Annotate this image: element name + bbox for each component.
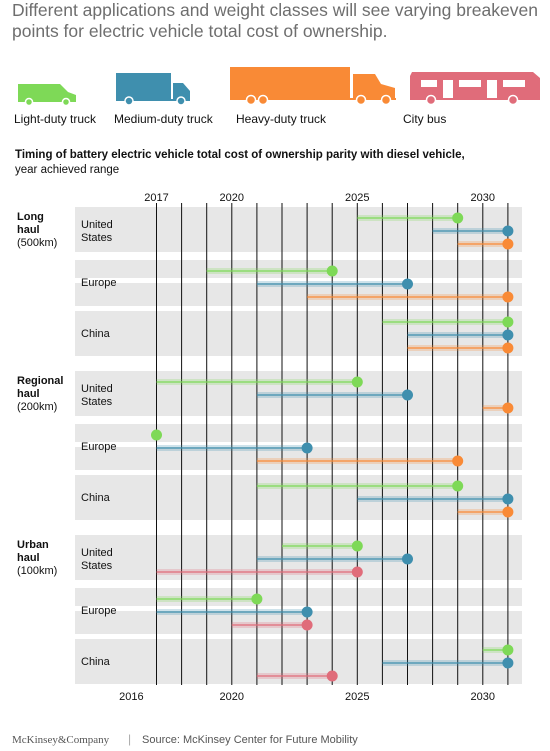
legend-medium-duty: Medium-duty truck [114, 112, 213, 126]
source-note: Source: McKinsey Center for Future Mobil… [142, 734, 358, 746]
top-tick-2017: 2017 [144, 192, 168, 204]
range-urban-haul-china-bus-dot [326, 670, 338, 682]
bottom-tick-2020: 2020 [220, 691, 244, 703]
range-urban-haul-europe-medium-dot [301, 606, 313, 618]
range-regional-haul-europe-medium-dot [301, 442, 313, 454]
bottom-tick-2025: 2025 [345, 691, 369, 703]
region-label-china: China [81, 492, 111, 504]
bottom-tick-2030: 2030 [471, 691, 495, 703]
range-long-haul-europe-heavy-dot [502, 291, 514, 303]
segment-label-regional-haul: haul [17, 388, 40, 400]
range-long-haul-china-light-dot [502, 316, 514, 328]
range-regional-haul-china-medium-dot [502, 493, 514, 505]
segment-label-urban-haul: haul [17, 552, 40, 564]
region-label-united-states: States [81, 560, 113, 572]
band-gap [75, 606, 522, 611]
range-urban-haul-china-medium-dot [502, 657, 514, 669]
range-long-haul-china-medium-dot [502, 329, 514, 341]
range-urban-haul-united-states-light-dot [351, 540, 363, 552]
segment-label-long-haul: Long [17, 211, 44, 223]
region-label-europe: Europe [81, 605, 116, 617]
region-label-china: China [81, 656, 111, 668]
legend-heavy-duty: Heavy-duty truck [236, 112, 327, 126]
region-label-united-states: States [81, 396, 113, 408]
segment-detail-urban-haul: (100km) [17, 565, 57, 577]
region-label-europe: Europe [81, 441, 116, 453]
range-urban-haul-china-light-dot [502, 644, 514, 656]
range-long-haul-europe-light-dot [326, 265, 338, 277]
semi-truck-icon [230, 67, 396, 106]
bus-icon [410, 72, 540, 106]
range-urban-haul-united-states-medium-dot [402, 553, 413, 565]
region-label-united-states: United [81, 383, 113, 395]
band-regional-haul-united-states [75, 371, 522, 417]
box-truck-icon [116, 73, 190, 106]
bottom-tick-2016: 2016 [119, 691, 143, 703]
band-regional-haul-china [75, 475, 522, 520]
range-regional-haul-europe-heavy-dot [452, 455, 464, 467]
range-long-haul-united-states-medium-dot [502, 225, 514, 237]
range-long-haul-united-states-heavy-dot [502, 238, 514, 250]
region-label-united-states: United [81, 547, 113, 559]
band-gap [75, 278, 522, 283]
top-tick-2030: 2030 [471, 192, 495, 204]
band-urban-haul-united-states [75, 535, 522, 581]
legend-light-duty: Light-duty truck [14, 112, 97, 126]
region-label-united-states: United [81, 219, 113, 231]
band-long-haul-united-states [75, 207, 522, 253]
range-long-haul-china-heavy-dot [502, 342, 514, 354]
region-label-china: China [81, 328, 111, 340]
region-label-europe: Europe [81, 277, 116, 289]
van-icon [18, 84, 76, 106]
band-gap [75, 416, 522, 421]
top-tick-2020: 2020 [220, 192, 244, 204]
chart-subtitle-2: year achieved range [15, 164, 120, 176]
chart-subtitle: Timing of battery electric vehicle total… [15, 149, 465, 161]
footer-separator: | [128, 732, 132, 746]
segment-detail-regional-haul: (200km) [17, 401, 57, 413]
region-label-united-states: States [81, 232, 113, 244]
range-regional-haul-united-states-light-dot [351, 376, 363, 388]
range-regional-haul-china-heavy-dot [502, 506, 514, 518]
range-urban-haul-europe-bus-dot [301, 619, 313, 631]
range-urban-haul-united-states-bus-dot [351, 566, 363, 578]
legend-city-bus: City bus [403, 112, 447, 126]
segment-detail-long-haul: (500km) [17, 237, 57, 249]
band-gap [75, 442, 522, 447]
band-gap [75, 580, 522, 585]
segment-label-long-haul: haul [17, 224, 40, 236]
range-long-haul-europe-medium-dot [402, 278, 413, 290]
segment-label-regional-haul: Regional [17, 375, 63, 387]
range-long-haul-united-states-light-dot [452, 212, 464, 224]
top-tick-2025: 2025 [345, 192, 369, 204]
band-gap [75, 252, 522, 257]
range-regional-haul-europe-light-dot [151, 429, 162, 441]
headline: Different applications and weight classe… [12, 0, 538, 41]
range-regional-haul-united-states-medium-dot [402, 389, 413, 401]
range-urban-haul-europe-light-dot [251, 593, 263, 605]
range-regional-haul-china-light-dot [452, 480, 464, 492]
range-regional-haul-united-states-heavy-dot [502, 402, 514, 414]
segment-label-urban-haul: Urban [17, 539, 49, 551]
mckinsey-logo: McKinsey&Company [12, 734, 110, 746]
